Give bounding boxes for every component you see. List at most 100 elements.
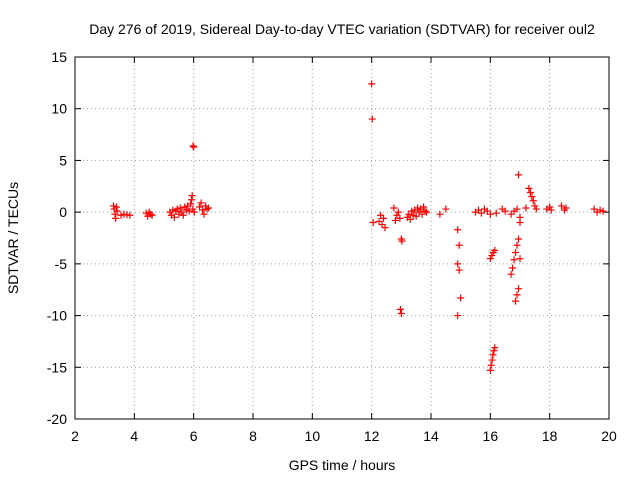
data-point: [455, 241, 463, 249]
data-point: [409, 211, 417, 219]
data-point: [491, 344, 499, 352]
x-tick-label: 12: [364, 428, 380, 444]
data-point: [486, 255, 494, 263]
data-point: [369, 218, 377, 226]
data-point: [112, 214, 120, 222]
data-point: [513, 205, 521, 213]
data-point: [515, 285, 523, 293]
data-point: [516, 255, 524, 263]
data-point: [477, 209, 485, 217]
data-point: [596, 206, 604, 214]
data-point: [126, 211, 134, 219]
data-point: [486, 366, 494, 374]
data-point: [414, 204, 422, 212]
data-point: [406, 215, 414, 223]
data-point: [546, 203, 554, 211]
data-point: [179, 211, 187, 219]
data-point: [420, 203, 428, 211]
data-point: [380, 214, 388, 222]
data-point: [187, 200, 195, 208]
data-point: [436, 210, 444, 218]
data-point: [200, 210, 208, 218]
data-point: [397, 310, 405, 318]
data-point: [368, 80, 376, 88]
y-tick-label: -15: [47, 359, 67, 375]
data-point: [205, 204, 212, 212]
data-point: [492, 209, 500, 217]
data-point: [528, 193, 536, 201]
x-tick-label: 20: [601, 428, 617, 444]
data-point: [381, 224, 389, 232]
data-point: [513, 291, 521, 299]
data-point: [488, 356, 496, 364]
data-point: [396, 214, 404, 222]
data-point: [375, 217, 383, 225]
y-tick-label: 10: [51, 101, 67, 117]
data-point: [185, 207, 193, 215]
data-point: [408, 207, 416, 215]
chart-title: Day 276 of 2019, Sidereal Day-to-day VTE…: [89, 21, 595, 37]
data-point: [181, 203, 189, 211]
data-point: [522, 204, 530, 212]
data-point: [455, 266, 463, 274]
data-point: [507, 210, 515, 218]
y-tick-label: -5: [55, 256, 68, 272]
data-point: [190, 143, 198, 151]
data-point: [378, 221, 386, 229]
x-tick-label: 4: [130, 428, 138, 444]
data-point: [178, 208, 186, 216]
data-point: [142, 209, 150, 217]
data-point: [423, 208, 431, 216]
data-point: [488, 252, 496, 260]
data-point: [501, 207, 509, 215]
data-point: [454, 226, 462, 234]
data-point: [412, 212, 420, 220]
data-point: [599, 207, 607, 215]
plot-frame: [74, 56, 610, 420]
data-point: [562, 204, 570, 212]
data-point: [457, 294, 465, 302]
x-tick-label: 8: [249, 428, 257, 444]
data-point: [169, 206, 177, 214]
data-point: [390, 204, 398, 212]
data-point: [113, 207, 121, 215]
y-tick-label: -20: [47, 411, 67, 427]
data-point: [490, 347, 498, 355]
y-tick-label: 5: [59, 152, 67, 168]
data-point: [513, 241, 521, 249]
data-point: [188, 192, 196, 200]
x-axis-label: GPS time / hours: [289, 457, 396, 473]
data-point: [512, 248, 520, 256]
data-point: [547, 206, 555, 214]
data-point: [398, 237, 406, 245]
data-point: [532, 205, 540, 213]
data-point: [590, 205, 598, 213]
data-point: [510, 256, 518, 264]
data-point: [491, 246, 499, 254]
data-point: [173, 205, 181, 213]
data-point: [196, 203, 204, 211]
x-tick-label: 18: [542, 428, 558, 444]
data-point: [147, 210, 155, 218]
y-tick-label: 0: [59, 204, 67, 220]
x-tick-label: 14: [423, 428, 439, 444]
data-point: [393, 211, 401, 219]
data-point: [170, 213, 178, 221]
data-point: [487, 361, 495, 369]
data-point: [486, 210, 494, 218]
data-point: [405, 210, 413, 218]
data-points: [110, 80, 607, 374]
x-tick-label: 16: [483, 428, 499, 444]
data-point: [396, 305, 404, 313]
data-point: [489, 351, 497, 359]
data-point: [190, 208, 198, 216]
data-point: [454, 312, 462, 320]
data-point: [421, 207, 429, 215]
data-point: [377, 211, 385, 219]
x-tick-label: 6: [190, 428, 198, 444]
x-tick-label: 10: [305, 428, 321, 444]
data-point: [507, 270, 515, 278]
data-point: [176, 204, 184, 212]
data-point: [516, 213, 524, 221]
